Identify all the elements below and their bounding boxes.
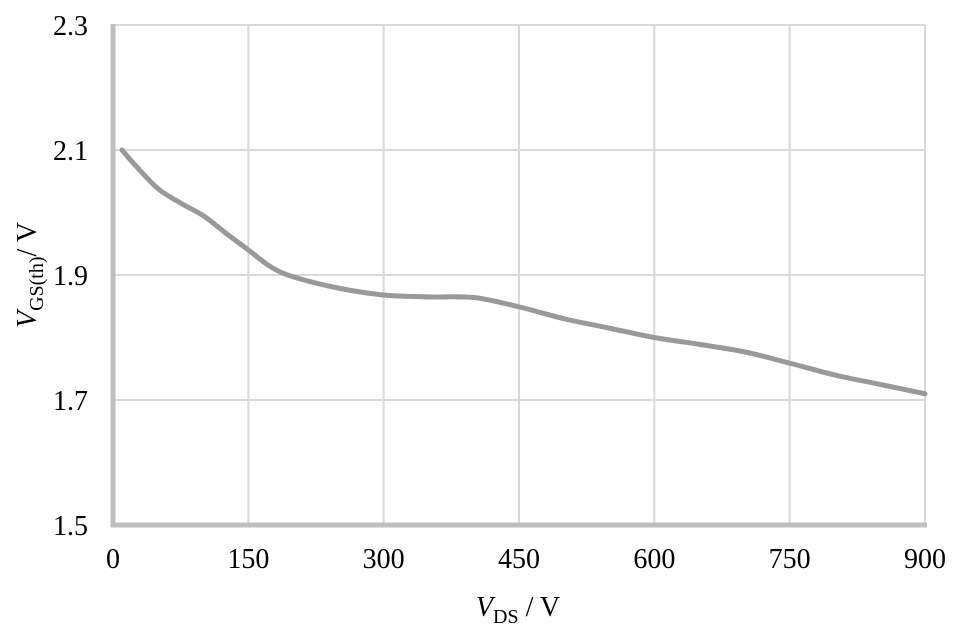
series-layer bbox=[119, 147, 928, 397]
x-tick-label: 600 bbox=[633, 544, 675, 575]
x-tick-label: 900 bbox=[904, 544, 946, 575]
x-tick-label: 450 bbox=[498, 544, 540, 575]
grid-lines bbox=[113, 24, 926, 525]
x-axis-title: VDS / V bbox=[476, 592, 560, 628]
series-line bbox=[119, 147, 928, 397]
y-tick-label: 1.7 bbox=[53, 386, 88, 417]
y-tick-label: 2.3 bbox=[53, 11, 88, 42]
y-tick-label: 1.9 bbox=[53, 261, 88, 292]
x-tick-label: 0 bbox=[106, 544, 120, 575]
x-tick-label: 750 bbox=[769, 544, 811, 575]
y-tick-label: 2.1 bbox=[53, 136, 88, 167]
y-tick-label: 1.5 bbox=[53, 511, 88, 542]
y-axis-title: VGS(th)/ V bbox=[12, 222, 48, 328]
tick-labels: 1.5 1.7 1.9 2.1 2.3 0 150 300 450 600 750 900 bbox=[53, 11, 946, 575]
x-tick-label: 300 bbox=[363, 544, 405, 575]
axes bbox=[110, 24, 927, 528]
x-tick-label: 150 bbox=[227, 544, 269, 575]
